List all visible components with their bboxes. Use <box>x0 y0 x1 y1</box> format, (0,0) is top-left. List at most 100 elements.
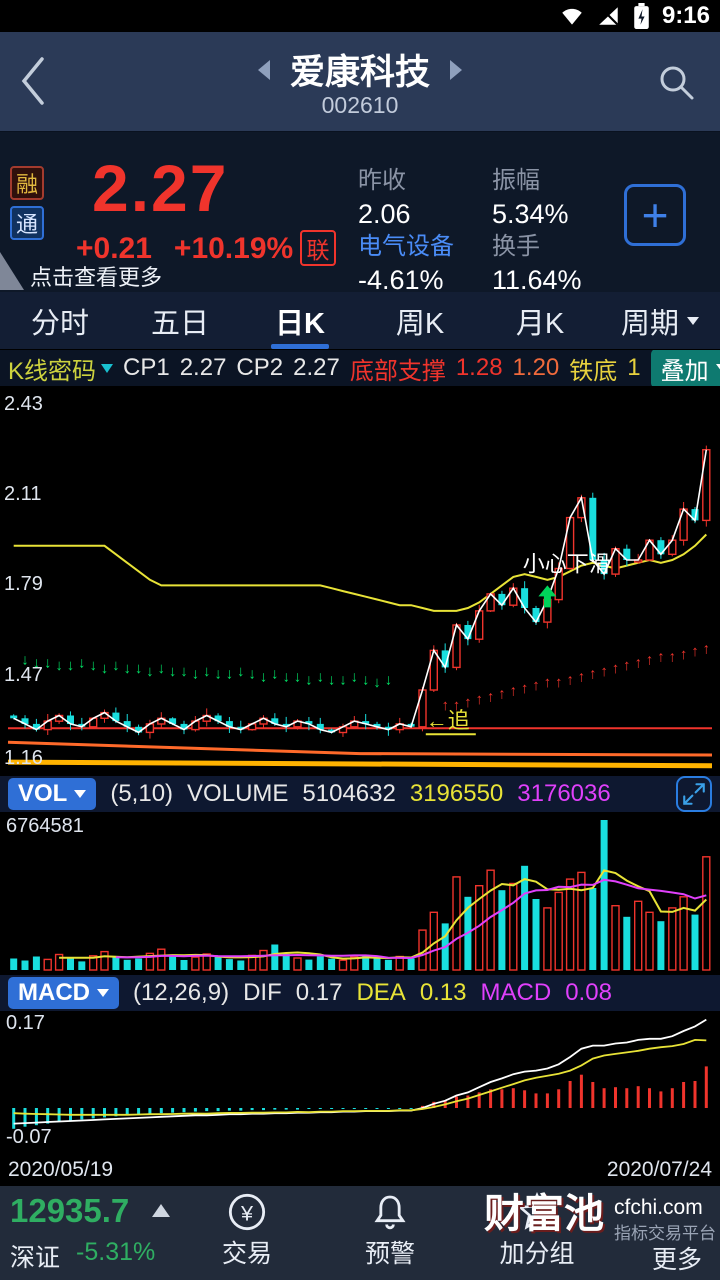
macd-params: (12,26,9) <box>133 979 230 1006</box>
svg-text:↓: ↓ <box>158 660 166 677</box>
index-value[interactable]: 12935.7 <box>10 1192 130 1229</box>
svg-text:↑: ↑ <box>600 663 608 680</box>
margin-badge[interactable]: 融 <box>10 166 44 200</box>
tab-daily-k[interactable]: 日K <box>240 292 360 349</box>
field-prev-close: 昨收 2.06 <box>358 167 411 229</box>
svg-text:↓: ↓ <box>305 671 313 688</box>
price-change: +0.21 <box>76 232 152 265</box>
nav-item-alert[interactable]: 预警 <box>330 1190 450 1270</box>
svg-text:↓: ↓ <box>214 666 222 683</box>
caret-down-icon <box>715 364 720 372</box>
svg-text:↓: ↓ <box>146 663 154 680</box>
lian-badge[interactable]: 联 <box>300 230 336 266</box>
kline-y-label: 1.79 <box>4 573 43 595</box>
caret-down-icon <box>74 790 87 798</box>
macd-label: MACD <box>480 979 552 1006</box>
svg-text:↓: ↓ <box>123 660 131 677</box>
nav-item-more[interactable]: 更多 <box>651 1246 702 1274</box>
volume-label: VOLUME <box>187 780 289 807</box>
svg-text:↑: ↑ <box>544 674 552 691</box>
tab-five-day[interactable]: 五日 <box>150 307 209 340</box>
svg-text:↓: ↓ <box>294 669 302 686</box>
index-up-icon <box>152 1204 170 1217</box>
macd-indicator-selector[interactable]: MACD <box>8 977 119 1009</box>
connect-badge[interactable]: 通 <box>10 206 44 240</box>
price-change-row: +0.21 +10.19% <box>76 232 293 266</box>
add-to-watchlist-button[interactable]: + <box>624 184 686 246</box>
svg-text:↓: ↓ <box>78 654 86 671</box>
volume-y-max-label: 6764581 <box>6 815 84 837</box>
tab-weekly-k[interactable]: 周K <box>395 307 445 340</box>
battery-icon <box>634 2 649 29</box>
svg-text:↓: ↓ <box>101 660 109 677</box>
svg-text:↑: ↑ <box>566 671 574 688</box>
macd-panel: 0.17 -0.07 <box>0 1011 720 1153</box>
field-sector[interactable]: 电气设备 -4.61% <box>358 233 454 295</box>
svg-text:↓: ↓ <box>112 657 120 674</box>
start-date-label: 2020/05/19 <box>8 1158 114 1181</box>
dea-label: DEA <box>356 979 406 1006</box>
svg-text:↓: ↓ <box>55 657 63 674</box>
volume-chart[interactable] <box>0 812 720 975</box>
svg-text:↑: ↑ <box>589 666 597 683</box>
back-icon[interactable] <box>16 54 52 108</box>
next-stock-icon[interactable] <box>450 59 462 80</box>
period-tabs: 分时 五日 日K 周K 月K 周期 <box>0 292 720 350</box>
svg-text:↓: ↓ <box>351 669 359 686</box>
svg-text:↑: ↑ <box>612 660 620 677</box>
volume-indicator-selector[interactable]: VOL <box>8 778 97 810</box>
prev-stock-icon[interactable] <box>257 59 270 80</box>
overlay-button[interactable]: 叠加 <box>650 350 720 386</box>
svg-text:↑: ↑ <box>578 669 586 686</box>
macd-header: MACD (12,26,9) DIF 0.17 DEA 0.13 MACD 0.… <box>0 975 720 1011</box>
indicator-selector[interactable]: K线密码 <box>8 351 114 386</box>
svg-text:↓: ↓ <box>362 671 370 688</box>
svg-text:↑: ↑ <box>691 643 699 660</box>
svg-text:↓: ↓ <box>328 671 336 688</box>
kline-y-label: 1.47 <box>4 664 43 686</box>
svg-text:↑: ↑ <box>453 697 461 714</box>
tab-minute[interactable]: 分时 <box>30 307 89 340</box>
cfchi-site: cfchi.com <box>614 1196 703 1219</box>
stock-code: 002610 <box>321 92 399 118</box>
nav-item-add-group[interactable]: 加分组 <box>477 1190 597 1270</box>
svg-text:↓: ↓ <box>339 671 347 688</box>
index-name: 深证 <box>10 1244 61 1272</box>
iron-bottom-value: 1 <box>627 354 641 381</box>
support1-value: 1.28 <box>455 354 503 381</box>
svg-text:↓: ↓ <box>271 666 279 683</box>
svg-text:↑: ↑ <box>475 691 483 708</box>
quote-panel: 融 通 2.27 +0.21 +10.19% 联 点击查看更多 昨收 2.06 … <box>0 132 720 295</box>
volume-value: 5104632 <box>302 780 396 807</box>
svg-text:↓: ↓ <box>282 669 290 686</box>
svg-text:¥: ¥ <box>240 1200 254 1225</box>
volume-params: (5,10) <box>110 780 174 807</box>
svg-text:↓: ↓ <box>203 663 211 680</box>
search-icon[interactable] <box>656 62 698 104</box>
svg-text:小心下滑: 小心下滑 <box>523 551 611 576</box>
svg-text:↓: ↓ <box>317 669 325 686</box>
view-more-link[interactable]: 点击查看更多 <box>30 265 163 290</box>
kline-chart[interactable]: ↓ ↓ ↓ ↓ ↓ ↓ ↓ ↓ ↓ ↓ ↓ ↓ ↓ ↓ ↓ ↓ ↓ ↓ ↓ ↓ ↓ ↓ ↓ ↓ ↓ ↓ ↓ ↓ ↓ ↓ ↓ ↓ ↓↑ ↑ ↑ ↑ ↑ ↑ ↑… <box>0 386 720 776</box>
cfchi-tagline: 指标交易平台 <box>614 1224 716 1244</box>
cfchi-logo: 财富池 <box>484 1192 604 1236</box>
macd-chart[interactable] <box>0 1011 720 1153</box>
tab-period-dropdown[interactable]: 周期 <box>600 292 720 349</box>
tab-monthly-k[interactable]: 月K <box>515 307 565 340</box>
iron-bottom-label: 铁底 <box>569 357 618 385</box>
price-change-pct: +10.19% <box>173 232 294 265</box>
svg-text:↑: ↑ <box>521 680 529 697</box>
stock-title: 爱康科技 <box>289 53 430 92</box>
svg-text:↓: ↓ <box>260 669 268 686</box>
svg-text:↓: ↓ <box>169 663 177 680</box>
volume-header: VOL (5,10) VOLUME 5104632 3196550 317603… <box>0 776 720 812</box>
fullscreen-button[interactable] <box>676 776 712 812</box>
svg-text:↓: ↓ <box>180 663 188 680</box>
nav-item-trade[interactable]: ¥ 交易 <box>187 1190 307 1270</box>
kline-y-label: 2.11 <box>4 483 42 505</box>
header: 爱康科技 002610 <box>0 32 720 132</box>
svg-text:↓: ↓ <box>89 657 97 674</box>
end-date-label: 2020/07/24 <box>606 1158 712 1181</box>
index-row[interactable]: 深证 -5.31% <box>10 1238 155 1274</box>
